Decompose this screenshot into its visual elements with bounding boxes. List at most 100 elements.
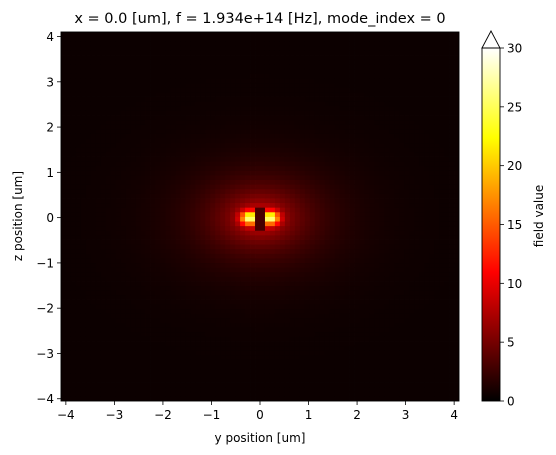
- heatmap-cell: [354, 151, 360, 157]
- heatmap-cell: [260, 276, 266, 282]
- heatmap-cell: [95, 124, 102, 130]
- heatmap-cell: [369, 377, 375, 383]
- heatmap-cell: [354, 115, 360, 121]
- heatmap-cell: [160, 331, 166, 337]
- heatmap-cell: [210, 248, 216, 254]
- heatmap-cell: [309, 345, 316, 351]
- heatmap-cell: [155, 262, 161, 268]
- heatmap-cell: [344, 147, 350, 153]
- heatmap-cell: [359, 234, 365, 240]
- heatmap-cell: [359, 156, 365, 162]
- heatmap-cell: [165, 188, 171, 194]
- heatmap-cell: [95, 78, 102, 84]
- heatmap-cell: [165, 299, 171, 305]
- heatmap-cell: [170, 32, 176, 38]
- heatmap-cell: [274, 151, 281, 157]
- heatmap-cell: [304, 115, 311, 121]
- heatmap-cell: [359, 68, 365, 74]
- heatmap-cell: [299, 36, 306, 42]
- heatmap-cell: [354, 377, 360, 383]
- heatmap-cell: [200, 211, 206, 217]
- heatmap-cell: [205, 350, 211, 356]
- heatmap-cell: [255, 313, 261, 319]
- heatmap-cell: [135, 234, 141, 240]
- heatmap-cell: [125, 64, 132, 70]
- heatmap-cell: [125, 368, 132, 374]
- heatmap-cell: [309, 239, 316, 245]
- heatmap-cell: [140, 391, 146, 397]
- heatmap-cell: [284, 55, 291, 61]
- heatmap-cell: [160, 225, 166, 231]
- heatmap-cell: [115, 387, 122, 393]
- heatmap-cell: [369, 290, 375, 296]
- heatmap-cell: [250, 193, 256, 199]
- heatmap-cell: [105, 341, 112, 347]
- heatmap-cell: [165, 36, 171, 42]
- heatmap-cell: [105, 119, 112, 125]
- heatmap-cell: [230, 294, 236, 300]
- heatmap-cell: [324, 87, 331, 93]
- heatmap-cell: [260, 350, 266, 356]
- heatmap-cell: [65, 234, 72, 240]
- heatmap-cell: [225, 50, 231, 56]
- heatmap-cell: [230, 198, 236, 204]
- heatmap-cell: [155, 396, 161, 401]
- heatmap-cell: [61, 91, 67, 97]
- heatmap-cell: [145, 345, 151, 351]
- heatmap-cell: [349, 248, 355, 254]
- heatmap-cell: [255, 253, 261, 259]
- heatmap-cell: [220, 244, 226, 250]
- heatmap-cell: [245, 32, 251, 38]
- heatmap-cell: [220, 350, 226, 356]
- heatmap-cell: [75, 336, 82, 342]
- heatmap-cell: [369, 336, 375, 342]
- heatmap-cell: [279, 281, 286, 287]
- heatmap-cell: [135, 359, 141, 365]
- heatmap-cell: [245, 368, 251, 374]
- heatmap-cell: [150, 174, 156, 180]
- heatmap-cell: [100, 174, 107, 180]
- heatmap-cell: [90, 115, 97, 121]
- heatmap-cell: [135, 377, 141, 383]
- heatmap-cell: [105, 193, 112, 199]
- heatmap-cell: [245, 55, 251, 61]
- heatmap-cell: [105, 202, 112, 208]
- heatmap-cell: [334, 248, 340, 254]
- heatmap-cell: [225, 211, 231, 217]
- heatmap-cell: [180, 45, 186, 51]
- heatmap-cell: [70, 32, 77, 38]
- heatmap-cell: [160, 105, 166, 111]
- heatmap-cell: [289, 359, 296, 365]
- heatmap-cell: [65, 110, 72, 116]
- heatmap-cell: [260, 317, 266, 323]
- heatmap-cell: [240, 271, 246, 277]
- heatmap-cell: [304, 253, 311, 259]
- heatmap-cell: [314, 308, 321, 314]
- heatmap-cell: [334, 124, 340, 130]
- heatmap-cell: [100, 368, 107, 374]
- heatmap-cell: [200, 281, 206, 287]
- heatmap-cell: [245, 119, 251, 125]
- heatmap-cell: [130, 345, 137, 351]
- heatmap-cell: [150, 41, 156, 47]
- heatmap-cell: [190, 156, 196, 162]
- heatmap-cell: [140, 304, 146, 310]
- heatmap-cell: [364, 354, 370, 360]
- heatmap-cell: [354, 188, 360, 194]
- heatmap-cell: [185, 322, 191, 328]
- heatmap-cell: [95, 82, 102, 88]
- heatmap-cell: [230, 244, 236, 250]
- heatmap-cell: [90, 128, 97, 134]
- heatmap-cell: [359, 285, 365, 291]
- heatmap-cell: [364, 207, 370, 213]
- heatmap-cell: [175, 55, 181, 61]
- heatmap-cell: [364, 253, 370, 259]
- heatmap-cell: [269, 262, 276, 268]
- heatmap-cell: [165, 336, 171, 342]
- heatmap-cell: [339, 308, 345, 314]
- heatmap-cell: [195, 96, 201, 102]
- heatmap-cell: [304, 151, 311, 157]
- heatmap-cell: [185, 294, 191, 300]
- heatmap-cell: [105, 359, 112, 365]
- heatmap-cell: [180, 179, 186, 185]
